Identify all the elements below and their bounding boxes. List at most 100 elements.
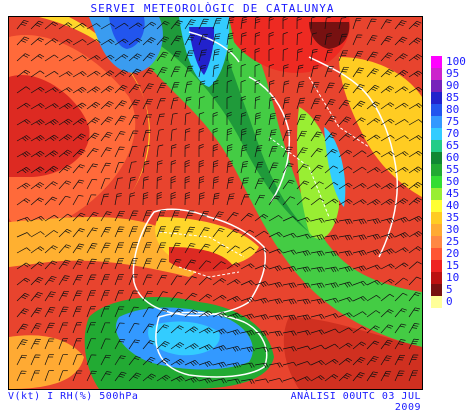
- wind-barb-flag: [302, 267, 306, 273]
- legend-label: 65: [446, 139, 460, 152]
- wind-barb: [100, 242, 106, 254]
- wind-barb: [114, 355, 122, 366]
- legend-label: 30: [446, 223, 460, 236]
- wind-barb: [366, 310, 377, 318]
- wind-barb-flag: [177, 35, 183, 38]
- wind-barb: [198, 310, 209, 318]
- wind-barb-flag: [92, 178, 98, 181]
- wind-barb-flag: [105, 213, 111, 215]
- wind-barb-flag: [160, 55, 166, 58]
- wind-barb-flag: [201, 51, 207, 54]
- wind-barb-flag: [271, 129, 277, 131]
- wind-barb-flag: [106, 147, 112, 149]
- wind-barb-flag: [204, 227, 210, 229]
- wind-barb: [254, 162, 259, 174]
- wind-barb: [30, 119, 41, 126]
- wind-barb-flag: [263, 298, 267, 304]
- wind-barb-flag: [375, 118, 381, 122]
- wind-barb-flag: [49, 293, 55, 296]
- wind-barb-flag: [162, 274, 168, 277]
- wind-barb-flag: [388, 309, 394, 313]
- wind-barb-flag: [232, 230, 238, 234]
- wind-barb-flag: [418, 231, 422, 235]
- legend-label: 35: [446, 211, 460, 224]
- wind-barb-flag: [226, 132, 233, 136]
- wind-barb: [240, 229, 250, 238]
- wind-barb-flag: [293, 314, 297, 320]
- wind-barb: [366, 371, 374, 382]
- wind-barb-flag: [198, 127, 204, 131]
- wind-barb-flag: [121, 39, 127, 44]
- wind-barb-flag: [359, 372, 365, 375]
- wind-barb-flag: [105, 162, 111, 164]
- wind-barb: [142, 258, 148, 270]
- wind-barb-flag: [95, 101, 101, 106]
- wind-barb-flag: [195, 376, 199, 382]
- wind-barb: [310, 266, 322, 270]
- wind-barb: [380, 102, 391, 110]
- wind-barb: [198, 50, 203, 62]
- wind-barb-flag: [80, 72, 85, 77]
- wind-barb: [44, 38, 55, 46]
- wind-barb-flag: [347, 166, 353, 170]
- wind-barb-flag: [242, 18, 248, 21]
- wind-barb-flag: [209, 377, 213, 383]
- wind-barb-flag: [50, 277, 56, 280]
- wind-barb: [72, 86, 83, 94]
- wind-barb-flag: [361, 133, 367, 138]
- wind-barb: [58, 291, 65, 302]
- wind-barb-flag: [212, 130, 218, 133]
- wind-barb-flag: [311, 17, 316, 19]
- legend-label: 20: [446, 247, 460, 260]
- wind-barb-flag: [36, 22, 42, 26]
- wind-barb-flag: [200, 82, 205, 85]
- wind-barb: [72, 39, 83, 46]
- wind-barb-flag: [384, 373, 391, 375]
- legend-row: 25: [431, 236, 475, 248]
- wind-barb: [58, 213, 68, 222]
- wind-barb-flag: [213, 82, 219, 85]
- wind-barb: [352, 84, 361, 94]
- wind-barb-flag: [130, 176, 136, 179]
- wind-barb-flag: [373, 326, 378, 330]
- wind-barb-flag: [386, 234, 391, 240]
- wind-barb-flag: [389, 293, 395, 298]
- legend-label: 90: [446, 79, 460, 92]
- wind-barb: [198, 227, 205, 238]
- wind-barb-flag: [237, 362, 241, 368]
- wind-barb-flag: [345, 151, 351, 155]
- wind-barb: [240, 213, 250, 222]
- legend-swatch: [431, 248, 442, 260]
- wind-barb-flag: [38, 120, 43, 125]
- wind-barb-flag: [349, 266, 353, 271]
- wind-barb-flag: [237, 329, 241, 334]
- wind-barb: [156, 210, 162, 222]
- wind-barb-flag: [328, 135, 334, 139]
- legend-row: 15: [431, 260, 475, 272]
- legend-row: 30: [431, 224, 475, 236]
- legend-label: 95: [446, 67, 460, 80]
- wind-barb-flag: [68, 87, 73, 91]
- wind-barb: [114, 146, 120, 158]
- wind-barb: [380, 69, 390, 78]
- wind-barb-flag: [347, 251, 351, 256]
- wind-barb: [408, 292, 417, 302]
- wind-barb: [268, 298, 280, 302]
- wind-barb: [282, 314, 294, 318]
- wind-barb: [352, 356, 361, 366]
- wind-barb-flag: [416, 88, 421, 92]
- wind-barb-flag: [349, 281, 353, 287]
- wind-barb: [240, 194, 246, 206]
- wind-barb-flag: [149, 23, 155, 27]
- wind-barb: [338, 312, 350, 318]
- wind-barb-flag: [371, 88, 377, 92]
- wind-barb-flag: [185, 128, 191, 131]
- wind-barb: [142, 177, 145, 190]
- wind-barb-flag: [25, 182, 31, 187]
- wind-barb: [408, 37, 418, 46]
- wind-barb-flag: [234, 297, 239, 302]
- wind-barb: [142, 323, 150, 334]
- wind-barb-flag: [404, 135, 409, 139]
- wind-barb-flag: [417, 70, 422, 74]
- wind-barb-flag: [418, 103, 422, 107]
